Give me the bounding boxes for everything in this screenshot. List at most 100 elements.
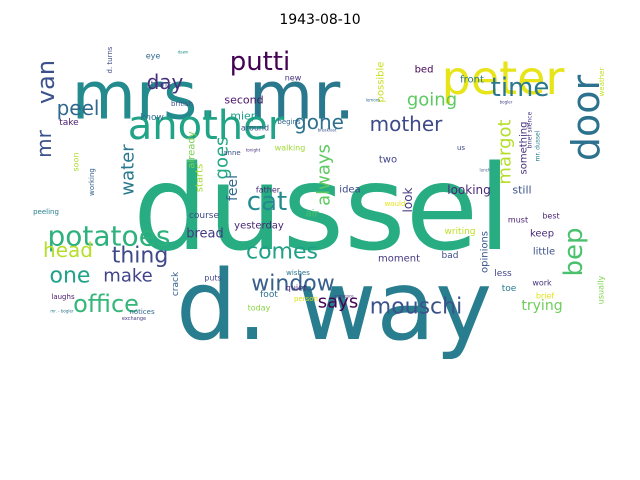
word-mouschi: mouschi xyxy=(370,295,462,320)
word-writing: writing xyxy=(444,227,475,237)
word-brief-silence: brief silence xyxy=(527,111,534,148)
word-work: work xyxy=(532,279,552,288)
word-working: working xyxy=(88,168,96,196)
word-bread: bread xyxy=(186,227,224,242)
word-peel: peel xyxy=(57,96,100,120)
chart-title: 1943-08-10 xyxy=(279,12,361,28)
word-foot: foot xyxy=(260,290,278,300)
word-idea: idea xyxy=(339,185,360,196)
word-time: time xyxy=(491,73,550,103)
word-wishes: wishes xyxy=(286,269,310,277)
word-lemons: lemons xyxy=(366,98,381,103)
word-course: course xyxy=(189,211,220,221)
word-dawn: dawn xyxy=(178,50,189,55)
word-something: something xyxy=(519,122,530,175)
word-breakfast: breakfast xyxy=(318,128,337,133)
word-goes: goes xyxy=(212,137,233,180)
word-anne: anne xyxy=(223,149,240,157)
word-quiet: quiet xyxy=(286,284,306,293)
word-second: second xyxy=(224,94,263,107)
word-looking: looking xyxy=(447,183,491,197)
word-d-turns: d. turns xyxy=(106,46,114,73)
word-potatoes: potatoes xyxy=(48,220,171,253)
word-crack: crack xyxy=(171,271,181,296)
word-keep: keep xyxy=(530,229,554,240)
word-soon: soon xyxy=(72,152,81,171)
word-make: make xyxy=(103,266,152,287)
word-thing: thing xyxy=(112,244,169,269)
word-little: little xyxy=(533,247,555,258)
word-mr-dussel: mr. dussel xyxy=(535,130,542,161)
word-peter: peter xyxy=(442,51,565,105)
word-mr: mr. xyxy=(249,58,355,135)
word-lunch: lunch xyxy=(480,168,491,173)
word-moment: moment xyxy=(378,254,420,265)
word-water: water xyxy=(118,144,139,196)
word-must: must xyxy=(508,216,528,225)
word-air: air xyxy=(305,209,319,220)
word-know: know xyxy=(140,113,164,123)
word-margot: margot xyxy=(495,119,516,184)
word-says: says xyxy=(318,292,358,313)
word-one: one xyxy=(50,264,91,289)
word-already: already xyxy=(187,131,198,168)
word-trying: trying xyxy=(521,298,562,314)
word-head: head xyxy=(43,238,93,262)
word-around: around xyxy=(241,124,269,133)
word-father: father xyxy=(256,186,281,195)
word-less: less xyxy=(494,269,512,279)
word-today: today xyxy=(248,304,271,313)
word-feel: feel xyxy=(225,175,241,201)
word-another: another xyxy=(128,103,285,149)
word-bogler: bogler xyxy=(500,100,513,105)
word-mother: mother xyxy=(370,112,444,136)
word-mr-bogler: mr. - bogler xyxy=(50,309,74,314)
word-office: office xyxy=(73,290,139,318)
word-day: day xyxy=(147,70,184,94)
word-take: take xyxy=(59,118,79,128)
word-door: door xyxy=(564,75,608,162)
word-laughs: laughs xyxy=(51,293,75,301)
word-brief: brief xyxy=(536,292,555,301)
word-mr: mr xyxy=(32,129,56,157)
word-exchange: exchange xyxy=(122,316,146,322)
word-eye: eye xyxy=(146,52,161,61)
word-begins: begins xyxy=(277,118,301,126)
word-notices: notices xyxy=(129,308,155,316)
word-walking: walking xyxy=(275,144,306,153)
word-yesterday: yesterday xyxy=(234,221,284,232)
word-going: going xyxy=(407,90,457,111)
word-turns: turns xyxy=(151,80,172,89)
word-new: new xyxy=(285,74,302,83)
word-weather: weather xyxy=(598,68,606,97)
word-miep: miep xyxy=(230,110,258,123)
word-cat: cat xyxy=(247,187,287,217)
word-always: always xyxy=(314,144,335,206)
word-toe: toe xyxy=(502,284,517,294)
word-peeling: peeling xyxy=(33,208,59,216)
word-possible: possible xyxy=(376,62,387,103)
word-british: british xyxy=(171,100,193,108)
word-d-way: d. way xyxy=(176,250,492,362)
word-two: two xyxy=(379,155,397,166)
word-person: person xyxy=(294,295,318,303)
word-front: front xyxy=(460,75,484,86)
word-us: us xyxy=(457,144,465,152)
word-window: window xyxy=(251,272,334,297)
word-putti: putti xyxy=(230,47,291,77)
word-opinions: opinions xyxy=(480,231,491,273)
word-dussel: dussel xyxy=(133,139,511,277)
word-usually: usually xyxy=(597,276,606,305)
word-sequence: sequence xyxy=(334,294,354,299)
word-would: would xyxy=(385,200,406,208)
word-tonight: tonight xyxy=(246,148,261,153)
word-best: best xyxy=(542,212,559,221)
word-mrs: mrs. xyxy=(72,58,219,135)
word-puts: puts xyxy=(204,274,221,283)
word-gone: gone xyxy=(294,110,344,134)
word-comes: comes xyxy=(246,240,318,265)
word-starts: starts xyxy=(195,164,206,193)
word-bed: bed xyxy=(415,65,434,76)
word-still: still xyxy=(512,184,531,197)
